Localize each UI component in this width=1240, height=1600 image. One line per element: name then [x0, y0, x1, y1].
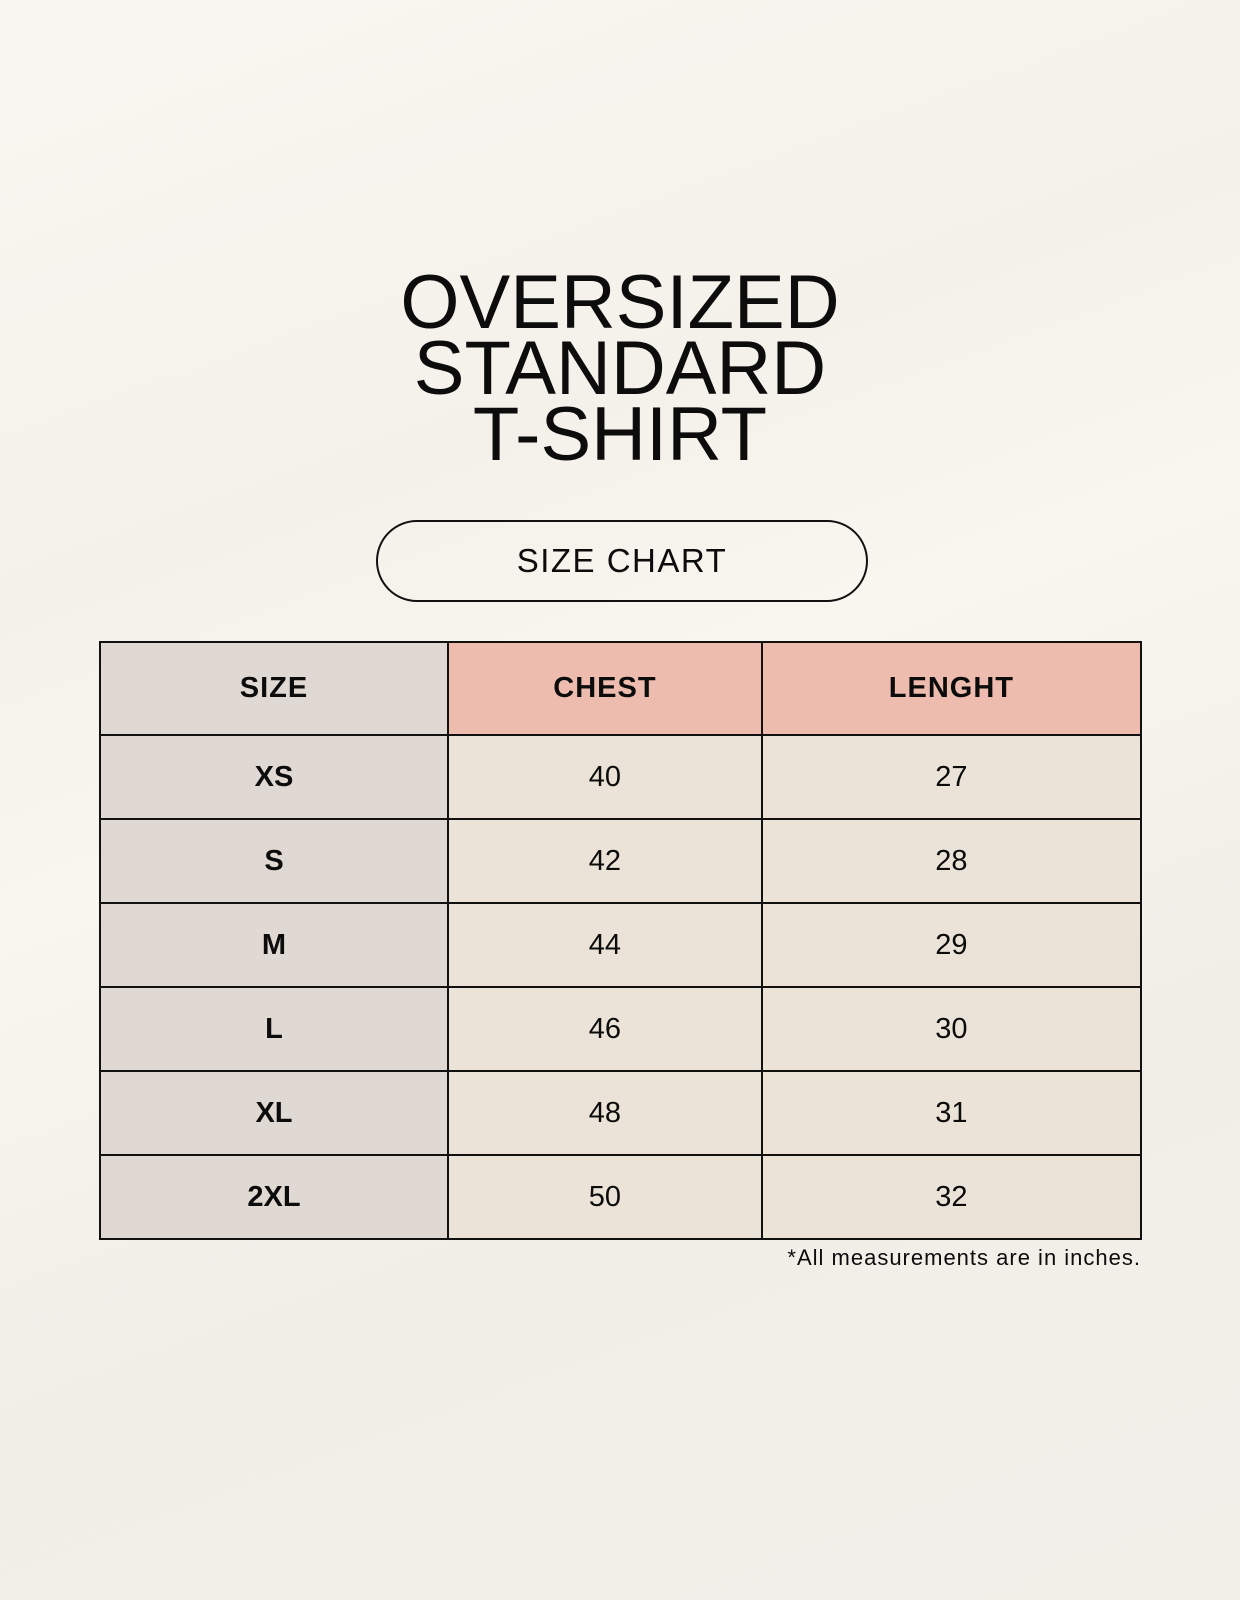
- length-cell: 31: [760, 1070, 1143, 1156]
- length-cell: 29: [760, 902, 1143, 988]
- table-row: L 46 30: [99, 986, 1143, 1072]
- length-cell: 27: [760, 734, 1143, 820]
- table-row: M 44 29: [99, 902, 1143, 988]
- table-row: S 42 28: [99, 818, 1143, 904]
- header-length: LENGHT: [760, 641, 1143, 736]
- length-cell: 32: [760, 1154, 1143, 1240]
- length-cell: 30: [760, 986, 1143, 1072]
- table-row: XL 48 31: [99, 1070, 1143, 1156]
- title-line: OVERSIZED: [400, 260, 840, 345]
- size-cell: L: [99, 986, 449, 1072]
- size-cell: XS: [99, 734, 449, 820]
- title-line: T-SHIRT: [472, 392, 768, 477]
- length-cell: 28: [760, 818, 1143, 904]
- measurement-note: *All measurements are in inches.: [787, 1245, 1141, 1270]
- table-row: XS 40 27: [99, 734, 1143, 820]
- chest-cell: 42: [447, 818, 763, 904]
- header-size: SIZE: [99, 641, 449, 736]
- chest-cell: 46: [447, 986, 763, 1072]
- chest-cell: 50: [447, 1154, 763, 1240]
- table-header-row: SIZE CHEST LENGHT: [99, 641, 1143, 736]
- chest-cell: 48: [447, 1070, 763, 1156]
- size-table: SIZE CHEST LENGHT XS 40 27 S 42 28 M 44 29 L 46 30 X…: [99, 641, 1143, 1240]
- size-cell: XL: [99, 1070, 449, 1156]
- size-cell: S: [99, 818, 449, 904]
- chest-cell: 44: [447, 902, 763, 988]
- title-line: STANDARD: [413, 326, 827, 411]
- table-row: 2XL 50 32: [99, 1154, 1143, 1240]
- chest-cell: 40: [447, 734, 763, 820]
- size-chart-badge: SIZE CHART: [376, 520, 868, 602]
- header-chest: CHEST: [447, 641, 763, 736]
- page-title: OVERSIZED STANDARD T-SHIRT: [0, 260, 1240, 477]
- size-cell: M: [99, 902, 449, 988]
- size-cell: 2XL: [99, 1154, 449, 1240]
